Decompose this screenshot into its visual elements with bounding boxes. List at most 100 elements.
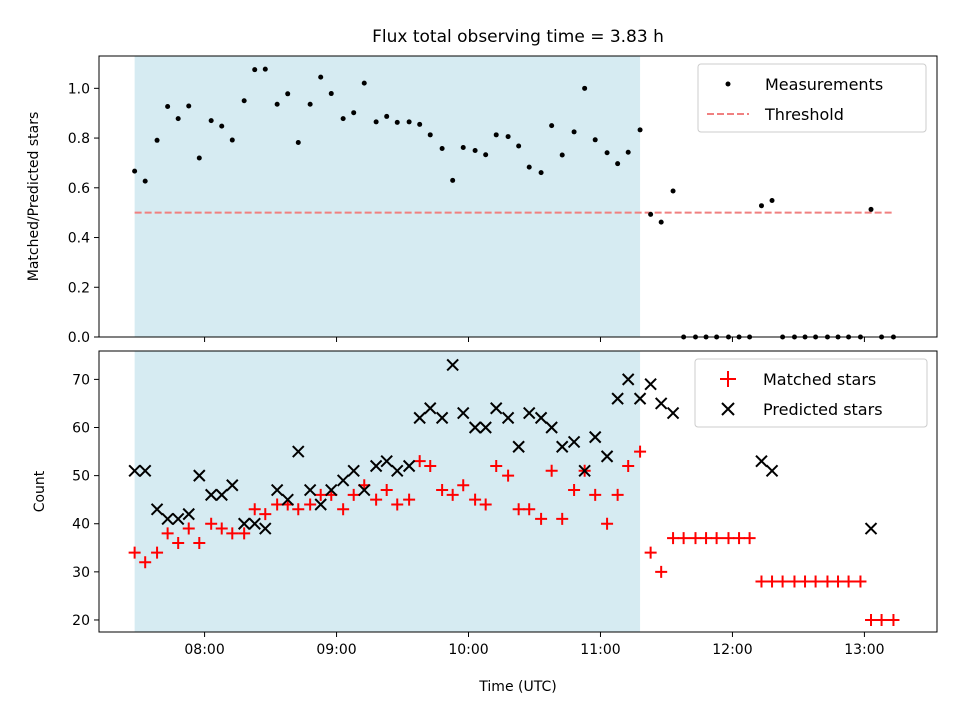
matched-star-point <box>314 488 327 501</box>
measurement-point <box>361 80 367 86</box>
measurement-point <box>648 211 654 217</box>
predicted-star-point <box>588 430 602 444</box>
predicted-star-point <box>380 454 393 468</box>
measurement-point <box>460 145 466 151</box>
matched-star-point <box>128 546 141 559</box>
measurement-point <box>637 127 643 133</box>
predicted-star-point <box>150 503 164 516</box>
matched-star-point <box>755 575 768 588</box>
matched-star-point <box>215 522 228 535</box>
matched-star-point <box>832 575 845 588</box>
legend-measurements-marker <box>725 81 731 87</box>
matched-star-point <box>226 527 239 540</box>
predicted-star-point <box>633 392 647 405</box>
measurement-point <box>582 85 588 91</box>
predicted-star-point <box>347 464 360 478</box>
matched-star-point <box>413 455 426 468</box>
bottom-y-axis-label: Count <box>32 470 48 512</box>
matched-star-point <box>601 517 614 530</box>
predicted-star-point <box>765 464 779 478</box>
xtick-label: 11:00 <box>580 642 620 658</box>
measurement-point <box>229 137 235 143</box>
top-legend-box <box>697 63 927 133</box>
bottom-ytick-label: 30 <box>72 565 90 581</box>
measurement-point <box>439 146 445 152</box>
predicted-star-point <box>259 522 272 535</box>
predicted-star-point <box>402 459 416 473</box>
matched-star-point <box>854 575 867 588</box>
matched-star-point <box>502 469 515 482</box>
predicted-star-point <box>666 406 680 420</box>
matched-star-point <box>370 493 383 506</box>
matched-star-point <box>809 575 822 588</box>
matched-star-point <box>182 522 195 535</box>
predicted-star-point <box>512 440 525 453</box>
measurement-point <box>625 149 631 155</box>
matched-star-point <box>634 445 647 458</box>
measurement-point <box>758 203 764 209</box>
matched-star-point <box>259 508 272 521</box>
legend-predicted-marker <box>721 402 735 416</box>
measurement-point <box>604 150 610 156</box>
measurement-point <box>571 129 577 135</box>
matched-star-point <box>172 536 185 549</box>
measurement-point <box>252 67 258 73</box>
matched-star-point <box>644 546 657 559</box>
predicted-star-point <box>215 488 228 502</box>
matched-star-point <box>436 484 449 497</box>
matched-star-point <box>865 613 878 626</box>
matched-star-point <box>193 536 206 549</box>
matched-star-point <box>677 532 690 545</box>
xtick-label: 13:00 <box>844 642 884 658</box>
predicted-star-point <box>490 402 503 415</box>
predicted-star-point <box>292 445 305 458</box>
top-ytick-label: 0.4 <box>68 231 90 247</box>
predicted-star-point <box>567 435 581 449</box>
legend-matched-label: Matched stars <box>763 370 876 389</box>
measurement-point <box>196 155 202 161</box>
measurement-point <box>285 91 291 97</box>
bottom-x-ticks: 08:00 09:00 10:00 11:00 12:00 13:00 <box>184 632 885 658</box>
matched-star-point <box>589 488 602 501</box>
measurement-point <box>592 137 598 143</box>
top-ytick-label: 0.0 <box>68 330 90 346</box>
matched-star-point <box>304 498 317 511</box>
matched-star-point <box>733 532 746 545</box>
predicted-star-point <box>501 411 515 425</box>
bottom-legend: Matched stars Predicted stars <box>694 358 928 428</box>
bottom-ytick-label: 60 <box>72 421 90 437</box>
measurement-point <box>384 113 390 119</box>
predicted-star-point <box>303 483 317 497</box>
xtick-label: 08:00 <box>184 642 224 658</box>
predicted-star-point <box>523 406 536 420</box>
matched-star-point <box>248 503 261 516</box>
measurement-point <box>142 178 148 184</box>
predicted-stars-points <box>128 358 878 535</box>
measurement-point <box>769 197 775 203</box>
measurement-point <box>241 98 247 104</box>
legend-measurements-label: Measurements <box>765 75 883 94</box>
matched-star-point <box>887 613 900 626</box>
measurement-point <box>154 137 160 143</box>
matched-star-point <box>403 493 416 506</box>
top-y-ticks: 0.0 0.2 0.4 0.6 0.8 1.0 <box>68 81 99 346</box>
measurement-point <box>351 110 357 116</box>
x-axis-label: Time (UTC) <box>478 679 556 695</box>
measurement-point <box>406 119 412 125</box>
matched-star-point <box>722 532 735 545</box>
measurement-point <box>208 118 214 124</box>
measurement-point <box>417 121 423 127</box>
predicted-star-point <box>369 459 383 473</box>
predicted-star-point <box>128 464 141 478</box>
predicted-star-point <box>314 498 327 511</box>
predicted-star-point <box>479 421 492 434</box>
measurement-point <box>186 103 192 109</box>
predicted-star-point <box>600 450 614 463</box>
measurement-point <box>505 134 511 140</box>
matched-star-point <box>788 575 801 588</box>
bottom-axes-frame <box>98 350 938 633</box>
predicted-star-point <box>358 483 371 497</box>
predicted-star-point <box>161 512 174 526</box>
matched-star-point <box>512 503 525 516</box>
matched-star-point <box>139 556 152 569</box>
